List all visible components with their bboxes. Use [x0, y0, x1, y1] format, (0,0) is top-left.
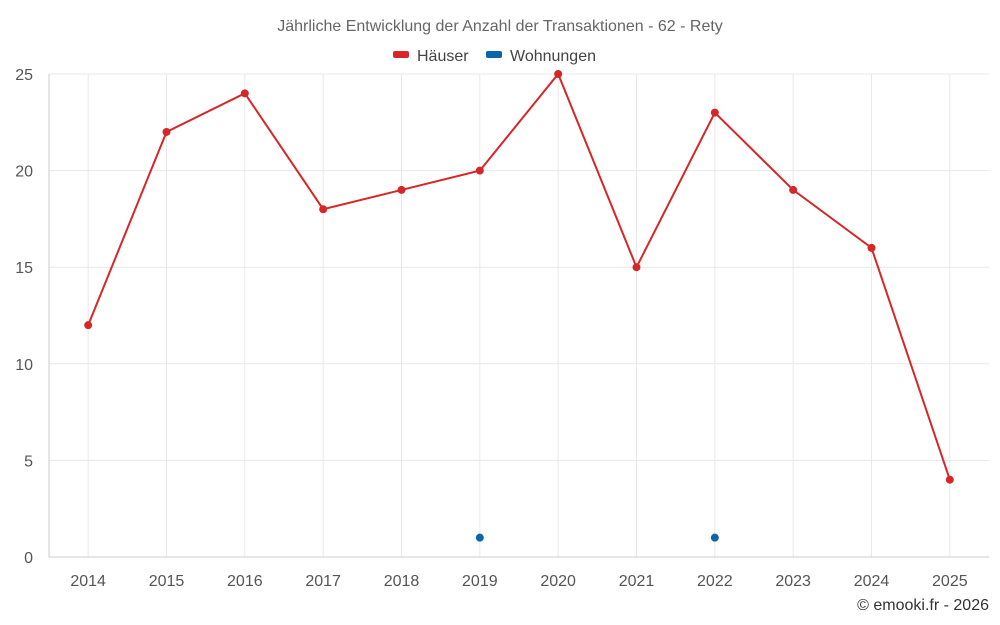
x-tick-label: 2023: [775, 573, 811, 590]
x-tick-label: 2016: [227, 573, 263, 590]
y-tick-label: 20: [15, 164, 33, 181]
data-point-haeuser[interactable]: [789, 185, 798, 194]
series-line-haeuser: [87, 72, 951, 481]
legend-item-wohnungen[interactable]: Wohnungen: [486, 48, 596, 65]
grid: [49, 73, 989, 557]
x-tick-label: 2021: [619, 573, 655, 590]
y-tick-label: 25: [15, 67, 33, 84]
data-point-haeuser[interactable]: [475, 166, 484, 175]
data-point-haeuser[interactable]: [867, 243, 876, 252]
chart-title: Jährliche Entwicklung der Anzahl der Tra…: [277, 18, 723, 35]
x-tick-label: 2020: [540, 573, 576, 590]
data-point-wohnungen[interactable]: [710, 533, 719, 542]
legend-item-haeuser[interactable]: Häuser: [393, 48, 469, 65]
legend: Häuser Wohnungen: [393, 48, 596, 65]
series-wohnungen: [475, 533, 719, 542]
data-point-haeuser[interactable]: [397, 185, 406, 194]
data-point-haeuser[interactable]: [319, 205, 328, 214]
y-tick-label: 15: [15, 260, 33, 277]
legend-label-haeuser: Häuser: [417, 48, 469, 65]
y-tick-label: 10: [15, 357, 33, 374]
x-tick-label: 2024: [854, 573, 890, 590]
x-tick-label: 2022: [697, 573, 733, 590]
data-point-haeuser[interactable]: [84, 321, 93, 330]
x-tick-label: 2014: [70, 573, 106, 590]
data-point-wohnungen[interactable]: [475, 533, 484, 542]
legend-swatch-haeuser: [393, 51, 409, 58]
data-point-haeuser[interactable]: [710, 108, 719, 117]
legend-swatch-wohnungen: [486, 51, 502, 58]
data-point-haeuser[interactable]: [162, 127, 171, 136]
x-tick-label: 2015: [149, 573, 185, 590]
legend-label-wohnungen: Wohnungen: [510, 48, 596, 65]
credit-text: © emooki.fr - 2026: [857, 597, 989, 614]
data-point-haeuser[interactable]: [554, 70, 563, 78]
series: [84, 70, 954, 542]
y-tick-label: 5: [24, 453, 33, 470]
data-point-haeuser[interactable]: [240, 89, 249, 98]
x-tick-label: 2017: [305, 573, 341, 590]
data-point-haeuser[interactable]: [632, 263, 641, 272]
x-tick-label: 2019: [462, 573, 498, 590]
x-tick-label: 2025: [932, 573, 968, 590]
series-haeuser: [84, 70, 954, 484]
x-tick-label: 2018: [384, 573, 420, 590]
y-tick-label: 0: [24, 550, 33, 567]
data-point-haeuser[interactable]: [945, 475, 954, 484]
